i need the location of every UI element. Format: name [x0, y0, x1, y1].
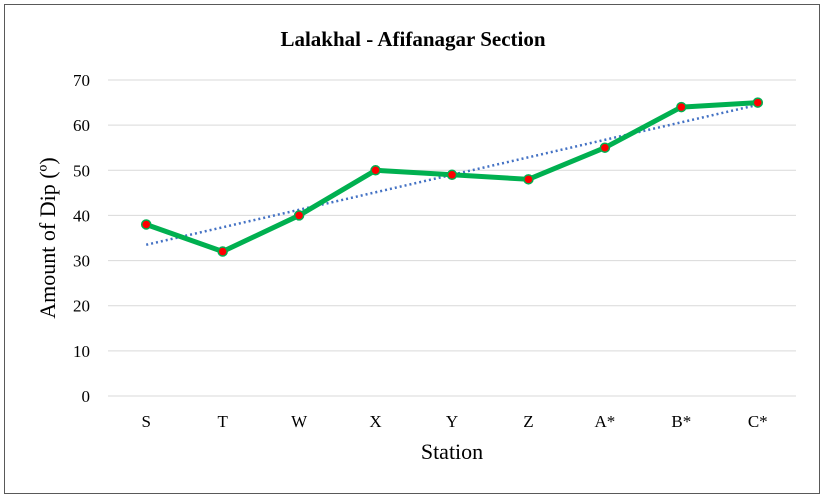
y-tick-label: 70 — [73, 71, 90, 90]
data-markers — [140, 97, 764, 257]
x-tick-labels: S T W X Y Z A* B* C* — [141, 412, 767, 431]
data-point-c-star — [752, 97, 764, 108]
x-axis-label: Station — [421, 439, 483, 464]
y-tick-label: 50 — [73, 161, 90, 180]
y-tick-label: 60 — [73, 116, 90, 135]
x-tick-label: T — [217, 412, 228, 431]
x-tick-label: S — [141, 412, 150, 431]
data-point-y — [446, 169, 458, 181]
data-point-b-star — [676, 101, 687, 113]
y-tick-label: 20 — [73, 297, 90, 316]
x-tick-label: B* — [671, 412, 691, 431]
y-tick-label: 10 — [73, 342, 90, 361]
y-tick-label: 0 — [82, 387, 91, 406]
y-tick-labels: 0 10 20 30 40 50 60 70 — [73, 71, 90, 406]
data-point-x — [370, 165, 381, 176]
x-tick-label: Y — [446, 412, 458, 431]
chart-frame — [4, 4, 820, 494]
x-tick-label: X — [369, 412, 381, 431]
x-tick-label: C* — [748, 412, 768, 431]
x-tick-label: Z — [523, 412, 533, 431]
y-tick-label: 30 — [73, 252, 90, 271]
y-tick-label: 40 — [73, 206, 90, 225]
chart-title: Lalakhal - Afifanagar Section — [280, 27, 545, 51]
data-point-t — [217, 246, 228, 257]
data-point-s — [140, 219, 152, 230]
y-axis-label: Amount of Dip (º) — [35, 157, 60, 318]
x-tick-label: W — [291, 412, 308, 431]
data-point-w — [293, 210, 305, 221]
x-tick-label: A* — [594, 412, 615, 431]
gridlines — [108, 79, 796, 397]
data-point-a-star — [599, 142, 611, 153]
data-point-z — [523, 174, 534, 185]
